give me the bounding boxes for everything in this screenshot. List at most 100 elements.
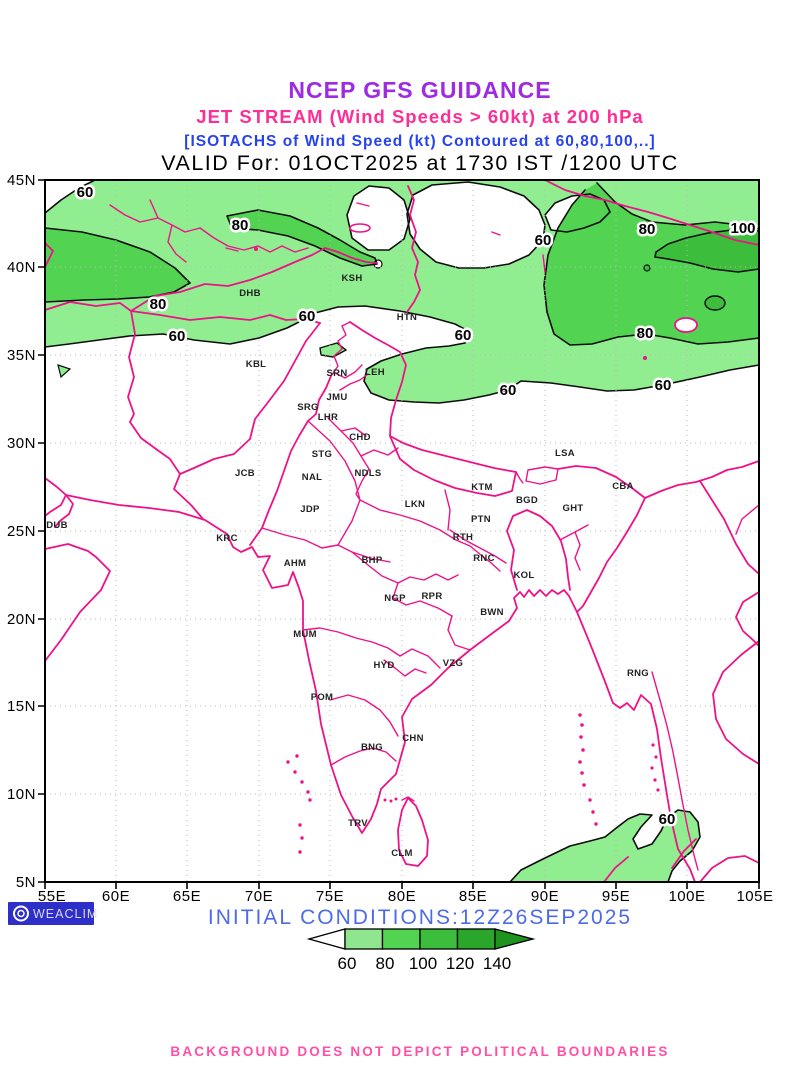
- svg-text:95E: 95E: [602, 888, 630, 905]
- city-label: BNG: [361, 742, 383, 753]
- city-label: AHM: [284, 558, 307, 569]
- isotach-60-south-patch: [510, 810, 700, 882]
- city-label: LHR: [318, 412, 338, 423]
- svg-text:85E: 85E: [459, 888, 487, 905]
- city-label: DHB: [239, 288, 260, 299]
- city-label: BHP: [362, 555, 383, 566]
- page-title: NCEP GFS GUIDANCE: [288, 77, 551, 103]
- svg-text:65E: 65E: [173, 888, 201, 905]
- city-label: POM: [311, 692, 334, 703]
- svg-text:25N: 25N: [7, 523, 36, 540]
- city-label: PTN: [471, 514, 491, 525]
- svg-text:60: 60: [659, 811, 676, 828]
- svg-text:80: 80: [232, 217, 249, 234]
- svg-text:35N: 35N: [7, 347, 36, 364]
- city-label: RNC: [473, 553, 494, 564]
- city-label: VZG: [443, 658, 463, 669]
- svg-text:60: 60: [169, 328, 186, 345]
- legend-box-1: [344, 928, 384, 950]
- svg-text:40N: 40N: [7, 259, 36, 276]
- svg-text:45N: 45N: [7, 172, 36, 189]
- valid-line: VALID For: 01OCT2025 at 1730 IST /1200 U…: [161, 151, 679, 175]
- svg-text:60E: 60E: [102, 888, 130, 905]
- isotach-100-dot: [643, 264, 651, 272]
- logo-text: WEACLIM: [33, 907, 98, 921]
- svg-text:60: 60: [455, 327, 472, 344]
- svg-text:20N: 20N: [7, 611, 36, 628]
- svg-text:70E: 70E: [245, 888, 273, 905]
- legend-value: 140: [483, 954, 511, 973]
- svg-text:60: 60: [655, 377, 672, 394]
- page-subtitle: JET STREAM (Wind Speeds > 60kt) at 200 h…: [196, 106, 643, 127]
- contour-labels: 60 80 80 60 60 60 60 80 100 80 60 60 60: [74, 182, 758, 831]
- weaclim-logo: WEACLIM: [8, 902, 98, 925]
- city-label: BGD: [516, 495, 538, 506]
- city-label: CHN: [402, 733, 423, 744]
- map-canvas: 60 80 80 60 60 60 60 80 100 80 60 60 60 …: [7, 172, 773, 905]
- disclaimer: BACKGROUND DOES NOT DEPICT POLITICAL BOU…: [170, 1044, 669, 1059]
- city-label: CHD: [349, 432, 370, 443]
- legend-value: 100: [409, 954, 437, 973]
- axis-ticks: [38, 179, 760, 889]
- svg-text:60: 60: [299, 308, 316, 325]
- city-label: LSA: [555, 448, 575, 459]
- city-label: NGP: [384, 593, 406, 604]
- boundary-lines: [44, 179, 760, 883]
- svg-text:30N: 30N: [7, 435, 36, 452]
- city-label: TRV: [348, 818, 368, 829]
- city-label: DUB: [46, 520, 67, 531]
- island-dots: [286, 713, 660, 854]
- svg-text:60: 60: [500, 382, 517, 399]
- city-label: RPR: [422, 591, 443, 602]
- svg-text:80E: 80E: [388, 888, 416, 905]
- city-label: KTM: [471, 482, 492, 493]
- legend-box-2: [381, 928, 421, 950]
- svg-text:90E: 90E: [531, 888, 559, 905]
- svg-text:80: 80: [150, 296, 167, 313]
- legend-value: 80: [376, 954, 395, 973]
- city-label: JDP: [300, 504, 320, 515]
- city-label: STG: [312, 449, 332, 460]
- city-labels: DHB KSH HTN KBL SRN LEH JMU SRG LHR CHD …: [46, 273, 649, 859]
- legend-value: 60: [338, 954, 357, 973]
- svg-text:55E: 55E: [38, 888, 66, 905]
- legend-box-3: [419, 928, 459, 950]
- city-label: KRC: [216, 533, 237, 544]
- city-label: KBL: [246, 359, 266, 370]
- city-label: CLM: [391, 848, 412, 859]
- lon-axis-labels: 55E 60E 65E 70E 75E 80E 85E 90E 95E 100E…: [38, 888, 773, 905]
- isotach-60-sliver: [57, 364, 72, 379]
- city-label: GHT: [563, 503, 584, 514]
- city-label: HTN: [397, 312, 417, 323]
- svg-text:10N: 10N: [7, 786, 36, 803]
- svg-text:60: 60: [535, 232, 552, 249]
- logo-circle-icon: [13, 905, 29, 922]
- city-label: RTH: [453, 532, 473, 543]
- city-label: LKN: [405, 499, 425, 510]
- city-label: LEH: [365, 367, 385, 378]
- city-label: KSH: [342, 273, 363, 284]
- svg-text:80: 80: [639, 221, 656, 238]
- svg-text:75E: 75E: [316, 888, 344, 905]
- svg-text:100E: 100E: [668, 888, 705, 905]
- legend-value: 120: [446, 954, 474, 973]
- lat-axis-labels: 45N 40N 35N 30N 25N 20N 15N 10N 5N: [7, 172, 36, 891]
- isotach-80-wedge: [45, 228, 190, 302]
- city-label: NAL: [302, 472, 322, 483]
- svg-text:100: 100: [730, 220, 755, 237]
- lake-marks: [225, 202, 698, 360]
- city-label: MUM: [293, 629, 317, 640]
- legend-arrow-right: [494, 928, 536, 950]
- city-label: HYD: [374, 660, 395, 671]
- city-label: SRN: [327, 368, 348, 379]
- city-label: KOL: [514, 570, 535, 581]
- city-label: SRG: [297, 402, 319, 413]
- city-label: RNG: [627, 668, 649, 679]
- initial-conditions: INITIAL CONDITIONS:12Z26SEP2025: [208, 906, 632, 929]
- isotach-100-islet: [704, 295, 726, 311]
- isotach-note: [ISOTACHS of Wind Speed (kt) Contoured a…: [184, 133, 655, 150]
- svg-text:80: 80: [637, 325, 654, 342]
- svg-text:15N: 15N: [7, 698, 36, 715]
- city-label: BWN: [480, 607, 504, 618]
